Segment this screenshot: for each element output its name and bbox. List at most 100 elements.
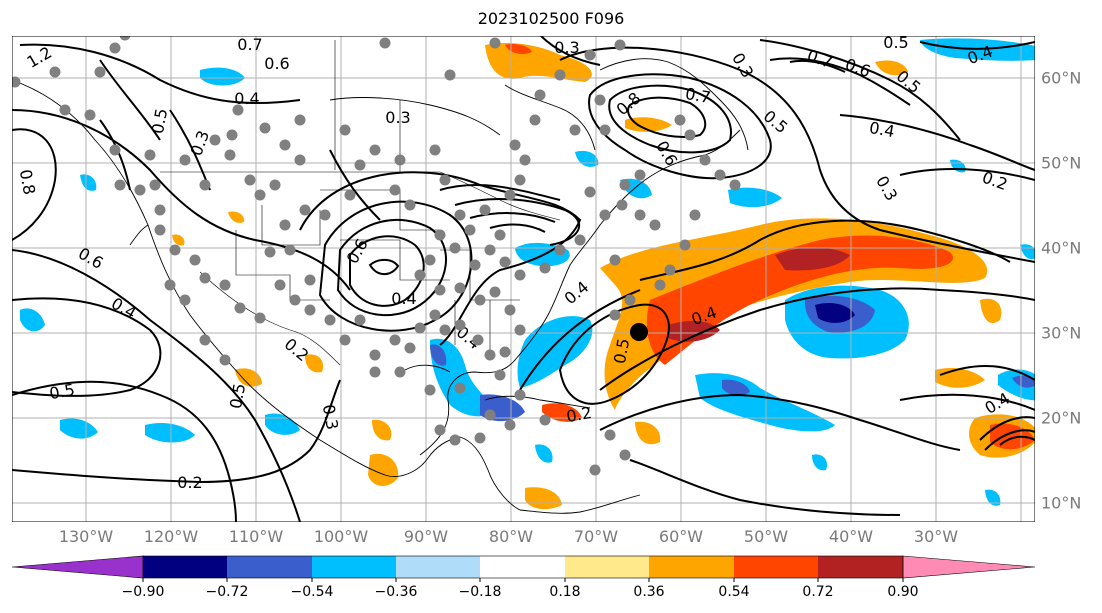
station-marker <box>369 144 381 156</box>
station-marker <box>634 209 646 221</box>
station-marker <box>164 279 176 291</box>
station-marker <box>534 89 546 101</box>
station-marker <box>369 366 381 378</box>
station-marker <box>299 204 311 216</box>
colorbar-segment <box>649 556 734 578</box>
lon-label: 80°W <box>488 527 534 546</box>
station-marker <box>449 434 461 446</box>
station-marker <box>414 322 426 334</box>
colorbar-segment <box>818 556 903 578</box>
station-marker <box>429 144 441 156</box>
station-marker <box>169 244 181 256</box>
lon-label: 120°W <box>143 527 199 546</box>
station-marker <box>519 154 531 166</box>
station-marker <box>464 224 476 236</box>
station-marker <box>404 342 416 354</box>
station-marker <box>499 256 511 268</box>
colorbar-segment <box>143 556 227 578</box>
contour-label: 0.4 <box>234 89 259 108</box>
station-marker <box>584 49 596 61</box>
station-marker <box>209 134 221 146</box>
station-marker <box>199 334 211 346</box>
station-marker <box>389 184 401 196</box>
station-marker <box>232 104 244 116</box>
station-markers <box>12 36 741 476</box>
station-marker <box>514 174 526 186</box>
contour-label: 0.5 <box>148 107 171 135</box>
lon-label: 70°W <box>573 527 619 546</box>
station-marker <box>269 179 281 191</box>
station-marker <box>604 429 616 441</box>
station-marker <box>254 312 266 324</box>
colorbar-segment <box>565 556 649 578</box>
station-marker <box>434 284 446 296</box>
station-marker <box>59 104 71 116</box>
station-marker <box>339 334 351 346</box>
station-marker <box>689 209 701 221</box>
station-marker <box>674 114 686 126</box>
contour-label: 0.3 <box>554 38 579 57</box>
contour-label: 0.3 <box>319 403 342 431</box>
station-marker <box>554 69 566 81</box>
station-marker <box>424 384 436 396</box>
station-marker <box>624 294 636 306</box>
lat-label: 30°N <box>1041 323 1082 343</box>
station-marker <box>109 144 121 156</box>
station-marker <box>589 464 601 476</box>
station-marker <box>504 189 516 201</box>
lon-label: 40°W <box>828 527 874 546</box>
station-marker <box>114 179 126 191</box>
station-marker <box>294 154 306 166</box>
station-marker <box>594 94 606 106</box>
contour-label: 0.7 <box>237 35 262 54</box>
station-marker <box>664 264 676 276</box>
station-marker <box>189 254 201 266</box>
station-marker <box>304 274 316 286</box>
station-marker <box>474 294 486 306</box>
station-marker <box>484 244 496 256</box>
station-marker <box>284 244 296 256</box>
station-marker <box>354 159 366 171</box>
station-marker <box>494 369 506 381</box>
colorbar-tick-label: −0.36 <box>374 584 418 600</box>
station-marker <box>614 39 626 51</box>
station-marker <box>199 272 211 284</box>
contour-label: 0.3 <box>385 108 410 127</box>
colorbar-segment <box>480 556 565 578</box>
station-marker <box>444 69 456 81</box>
station-marker <box>319 209 331 221</box>
station-marker <box>279 219 291 231</box>
station-marker <box>454 209 466 221</box>
station-marker <box>619 179 631 191</box>
lon-label: 30°W <box>913 527 959 546</box>
station-marker <box>699 154 711 166</box>
station-marker <box>49 66 61 78</box>
station-marker <box>514 324 526 336</box>
station-marker <box>434 424 446 436</box>
station-marker <box>599 209 611 221</box>
station-marker <box>484 349 496 361</box>
station-marker <box>154 224 166 236</box>
colorbar-tick-label: 0.18 <box>549 584 581 600</box>
colorbar-tick-label: 0.36 <box>633 584 665 600</box>
station-marker <box>472 334 484 346</box>
station-marker <box>574 234 586 246</box>
station-marker <box>94 66 106 78</box>
station-marker <box>244 174 256 186</box>
station-marker <box>684 129 696 141</box>
station-marker <box>504 304 516 316</box>
lon-label: 130°W <box>58 527 114 546</box>
station-marker <box>344 189 356 201</box>
colorbar-tick-label: −0.18 <box>458 584 502 600</box>
contour-label: 0.5 <box>610 337 633 365</box>
station-marker <box>294 114 306 126</box>
station-marker <box>454 319 466 331</box>
station-marker <box>634 169 646 181</box>
coastlines <box>12 58 749 514</box>
lon-label: 110°W <box>228 527 284 546</box>
contour-label: 0.5 <box>48 380 76 403</box>
station-marker <box>434 229 446 241</box>
station-marker <box>474 432 486 444</box>
station-marker <box>339 124 351 136</box>
